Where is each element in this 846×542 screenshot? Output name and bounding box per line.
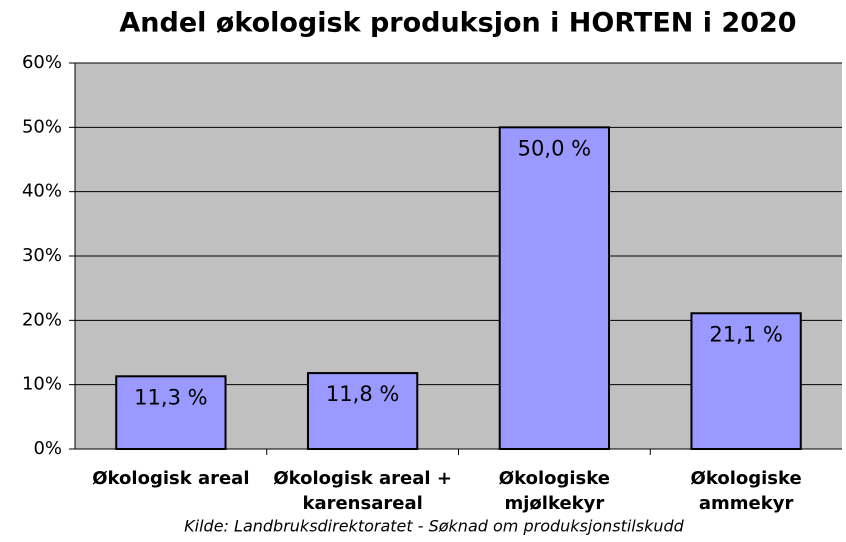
x-tick-label: Økologiske mjølkekyr: [498, 468, 610, 514]
x-tick-label: Økologisk areal: [92, 468, 250, 489]
y-tick-label: 10%: [22, 374, 62, 395]
y-tick-label: 50%: [22, 116, 62, 137]
x-tick-label: Økologisk areal + karensareal: [273, 468, 452, 514]
value-label: 50,0 %: [518, 136, 591, 160]
x-tick-label: Økologiske ammekyr: [690, 468, 802, 514]
bar: [306, 372, 419, 450]
bar: [115, 375, 227, 451]
value-label: 11,8 %: [326, 382, 399, 406]
y-tick-label: 0%: [33, 438, 62, 459]
chart-title: Andel økologisk produksjon i HORTEN i 20…: [119, 8, 796, 39]
y-tick-label: 40%: [22, 181, 62, 202]
bar: [690, 312, 802, 450]
value-label: 21,1 %: [709, 322, 782, 346]
y-tick-label: 30%: [22, 245, 62, 266]
bar: [498, 126, 611, 450]
source-note: Kilde: Landbruksdirektoratet - Søknad om…: [184, 517, 684, 536]
y-tick-label: 20%: [22, 309, 62, 330]
y-tick-label: 60%: [22, 52, 62, 73]
value-label: 11,3 %: [134, 385, 207, 409]
